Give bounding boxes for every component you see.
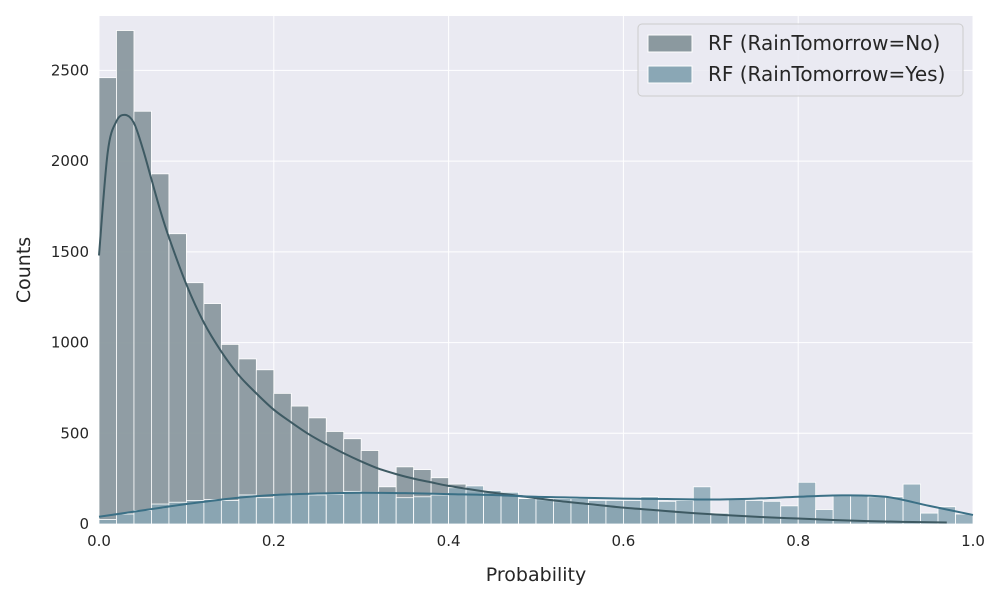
y-tick-label: 500 [60, 424, 89, 442]
bar-yes [605, 500, 624, 525]
legend-swatch-yes [647, 65, 693, 84]
legend-box [637, 23, 964, 97]
bar-no [98, 77, 117, 525]
bar-yes [413, 496, 432, 525]
x-tick-label: 0.4 [437, 532, 461, 550]
bar-yes [378, 492, 397, 525]
bar-yes [308, 494, 327, 525]
legend-label-yes: RF (RainTomorrow=Yes) [708, 62, 945, 86]
x-tick-label: 0.2 [262, 532, 286, 550]
bar-yes [745, 500, 764, 525]
y-tick-label: 1500 [51, 243, 89, 261]
y-tick-label: 2000 [51, 152, 89, 170]
bar-yes [273, 494, 292, 525]
legend-label-no: RF (RainTomorrow=No) [708, 31, 940, 55]
bar-yes [657, 500, 677, 525]
bar-yes [203, 499, 222, 525]
bar-yes [815, 509, 834, 525]
axis-ticks: 0.0 0.2 0.4 0.6 0.8 1.0 0 500 1000 1500 2000 2500 [51, 61, 985, 550]
kde-line-yes [98, 491, 974, 518]
bar-no [116, 30, 135, 525]
bar-yes [430, 494, 449, 525]
bar-yes [727, 498, 747, 525]
bar-yes [98, 519, 117, 525]
kde-line-no [98, 113, 947, 524]
bar-yes [116, 513, 135, 525]
bar-yes [500, 491, 519, 525]
bar-yes [692, 486, 712, 525]
bar-yes [955, 513, 974, 525]
y-tick-label: 0 [79, 515, 89, 533]
bar-yes [238, 494, 257, 525]
bar-yes [762, 500, 782, 525]
bar-yes [220, 500, 240, 525]
legend: RF (RainTomorrow=No) RF (RainTomorrow=Ye… [637, 23, 964, 97]
x-tick-label: 1.0 [961, 532, 985, 550]
x-tick-label: 0.8 [786, 532, 810, 550]
x-axis-label: Probability [486, 564, 586, 586]
bar-yes [360, 491, 380, 525]
bar-yes [867, 496, 886, 525]
y-axis-label: Counts [13, 237, 35, 303]
bar-yes [535, 498, 554, 525]
x-tick-label: 0.0 [87, 532, 111, 550]
bar-yes [325, 493, 345, 525]
kde-curves [98, 113, 974, 524]
bar-yes [797, 481, 817, 525]
bar-yes [885, 496, 904, 525]
y-tick-label: 2500 [51, 61, 89, 79]
bar-yes [395, 497, 415, 525]
bar-yes [518, 498, 537, 525]
bar-yes [343, 490, 362, 525]
x-tick-label: 0.6 [611, 532, 635, 550]
bar-no [151, 173, 170, 525]
y-tick-label: 1000 [51, 334, 89, 352]
bar-yes [623, 500, 642, 525]
bar-yes [780, 505, 799, 525]
bar-yes [255, 497, 275, 525]
legend-swatch-no [647, 34, 693, 53]
bar-yes [290, 493, 310, 525]
bar-yes [133, 509, 152, 525]
